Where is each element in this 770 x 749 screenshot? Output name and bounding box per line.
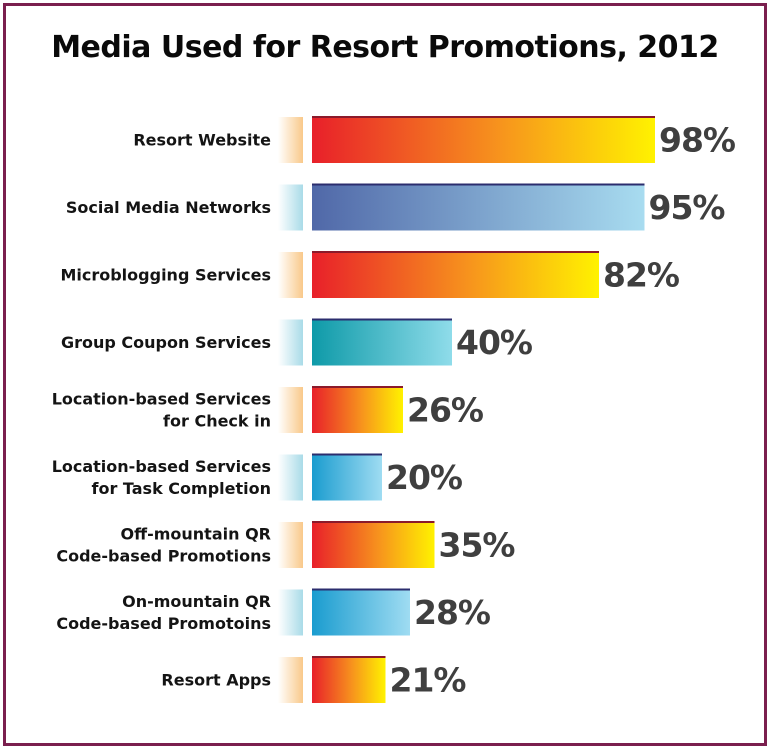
bar-topline bbox=[312, 251, 599, 253]
bar-topline bbox=[312, 183, 645, 186]
value-label: 20% bbox=[386, 458, 463, 497]
category-label: Location-based Services for Task Completi… bbox=[52, 457, 271, 498]
category-label: On-mountain QR Code-based Promotoins bbox=[56, 592, 271, 633]
bar-7 bbox=[312, 521, 435, 568]
category-label: Microblogging Services bbox=[60, 266, 271, 285]
bar-stub bbox=[278, 252, 303, 298]
value-label: 40% bbox=[456, 323, 533, 362]
value-label: 28% bbox=[414, 593, 491, 632]
bar-stub bbox=[278, 454, 303, 501]
bar-stub bbox=[278, 522, 303, 568]
category-label: Group Coupon Services bbox=[61, 333, 271, 352]
bar-topline bbox=[312, 116, 655, 118]
bar-stub bbox=[278, 117, 303, 163]
bar-4 bbox=[312, 318, 452, 366]
bar-5 bbox=[312, 386, 403, 433]
category-label: Resort Apps bbox=[161, 671, 271, 690]
value-label: 21% bbox=[390, 661, 467, 700]
value-label: 26% bbox=[407, 391, 484, 430]
bar-topline bbox=[312, 453, 382, 456]
category-label: Off-mountain QR Code-based Promotions bbox=[56, 525, 271, 566]
bar-1 bbox=[312, 116, 655, 163]
bar-stub bbox=[278, 387, 303, 433]
bar-8 bbox=[312, 588, 410, 636]
value-label: 98% bbox=[659, 121, 736, 160]
bar-topline bbox=[312, 521, 435, 523]
category-label: Social Media Networks bbox=[66, 198, 271, 217]
chart-title: Media Used for Resort Promotions, 2012 bbox=[51, 30, 719, 65]
bar-stub bbox=[278, 657, 303, 703]
bar-topline bbox=[312, 318, 452, 321]
category-label: Resort Website bbox=[133, 131, 271, 150]
value-label: 82% bbox=[603, 256, 680, 295]
bar-9 bbox=[312, 656, 386, 703]
value-label: 35% bbox=[439, 526, 516, 565]
bar-2 bbox=[312, 183, 645, 231]
bar-stub bbox=[278, 589, 303, 636]
bar-stub bbox=[278, 319, 303, 366]
value-label: 95% bbox=[649, 188, 726, 227]
bar-3 bbox=[312, 251, 599, 298]
bar-topline bbox=[312, 386, 403, 388]
bar-6 bbox=[312, 453, 382, 501]
bar-topline bbox=[312, 588, 410, 591]
category-label: Location-based Services for Check in bbox=[52, 390, 271, 431]
bar-stub bbox=[278, 184, 303, 231]
bar-topline bbox=[312, 656, 386, 658]
